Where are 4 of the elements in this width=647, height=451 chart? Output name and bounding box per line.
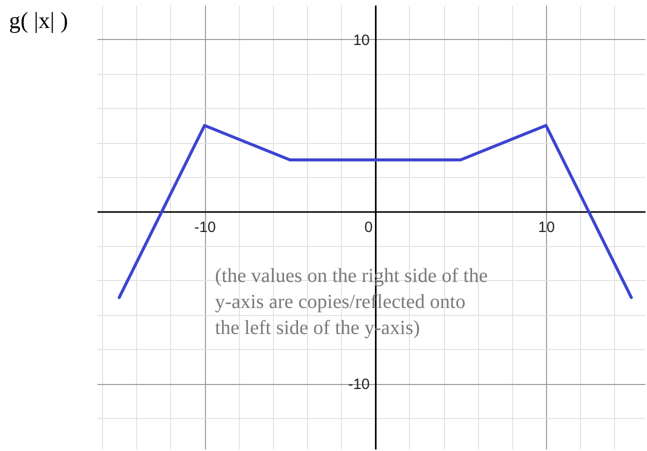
- x-tick-label: -10: [194, 219, 216, 236]
- x-tick-label: 10: [538, 219, 555, 236]
- chart-title: g( |x| ): [9, 8, 68, 33]
- x-tick-label: 0: [364, 219, 373, 236]
